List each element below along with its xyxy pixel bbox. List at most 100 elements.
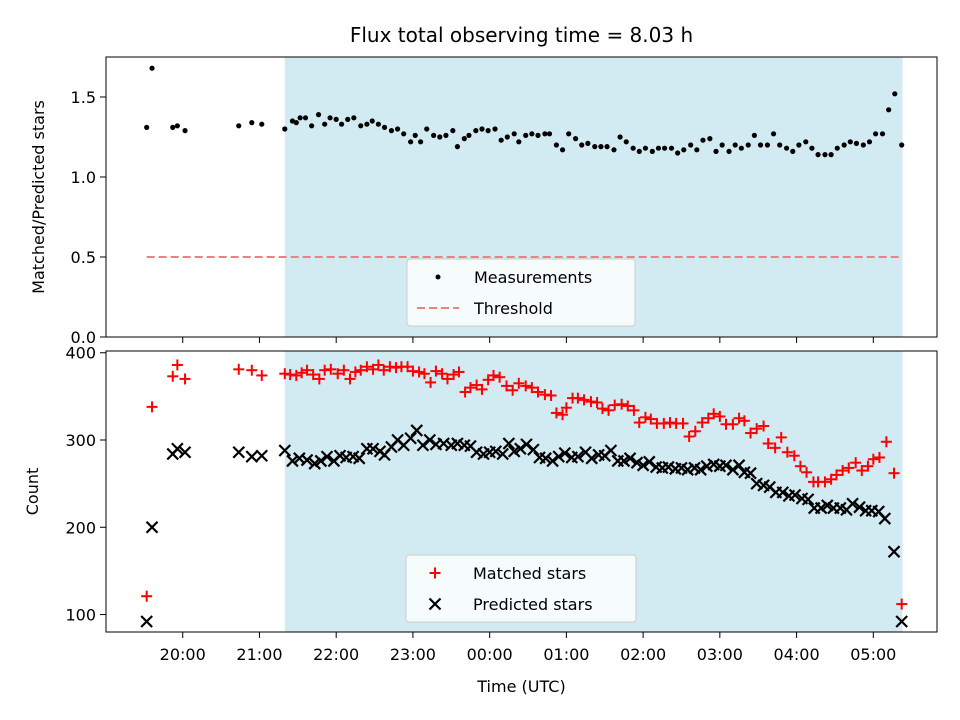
legend-measurements-label: Measurements	[474, 268, 592, 287]
measurement-point	[707, 136, 713, 142]
measurement-point	[351, 115, 357, 121]
measurement-point	[732, 142, 738, 148]
matched-star-point	[338, 364, 350, 376]
predicted-star-point	[895, 615, 908, 628]
legend-matched-marker	[429, 567, 441, 579]
measurement-point	[322, 121, 328, 127]
bottom-y-axis-label: Count	[23, 468, 42, 516]
matched-star-point	[867, 453, 879, 465]
bottom-legend: Matched stars Predicted stars	[405, 554, 637, 623]
measurement-point	[604, 144, 610, 150]
measurement-point	[149, 65, 155, 71]
measurement-point	[630, 145, 636, 151]
predicted-star-point	[539, 452, 552, 465]
matched-star-point	[591, 396, 603, 408]
matched-star-point	[856, 465, 868, 477]
predicted-star-point	[558, 446, 572, 460]
measurement-point	[751, 132, 757, 138]
matched-star-point	[801, 466, 813, 478]
measurement-point	[822, 152, 828, 158]
matched-star-point	[557, 409, 569, 421]
measurement-point	[559, 147, 566, 153]
measurement-point	[617, 134, 623, 140]
predicted-star-point	[520, 438, 533, 451]
measurement-point	[572, 136, 579, 142]
matched-star-point	[696, 417, 708, 429]
measurement-point	[662, 145, 668, 151]
predicted-star-point	[694, 463, 707, 476]
measurement-point	[369, 118, 375, 124]
matched-star-point	[880, 436, 892, 448]
matched-star-point	[501, 380, 513, 392]
matched-star-point	[762, 438, 774, 450]
measurement-point	[655, 145, 662, 151]
matched-star-point	[171, 359, 183, 371]
matched-star-point	[146, 401, 158, 413]
measurement-point	[585, 140, 591, 146]
legend-predicted-marker	[428, 597, 442, 611]
matched-star-point	[850, 457, 862, 469]
measurement-point	[611, 147, 617, 153]
measurement-point	[757, 142, 764, 148]
matched-star-point	[819, 476, 831, 488]
matched-star-point	[290, 369, 302, 381]
matched-star-point	[896, 598, 908, 610]
measurement-point	[450, 128, 456, 134]
measurement-point	[675, 150, 681, 156]
matched-star-point	[714, 410, 726, 422]
predicted-star-point	[178, 445, 192, 459]
measurement-point	[401, 131, 407, 137]
predicted-star-point	[726, 463, 740, 476]
legend-plus-glyph	[429, 567, 441, 579]
measurement-point	[719, 142, 725, 148]
chart-title: Flux total observing time = 8.03 h	[350, 23, 693, 47]
top-legend-box	[406, 258, 636, 327]
measurement-point	[764, 142, 771, 148]
matched-star-point	[560, 402, 572, 414]
predicted-star-point	[642, 455, 656, 469]
matched-star-point	[794, 460, 806, 472]
matched-star-point	[781, 446, 793, 458]
predicted-star-point	[300, 453, 314, 467]
matched-star-point	[325, 363, 337, 375]
matched-star-point	[677, 417, 689, 429]
matched-star-point	[520, 380, 532, 392]
measurement-point	[492, 126, 498, 132]
measurement-point	[479, 126, 485, 132]
legend-threshold-label: Threshold	[473, 299, 553, 318]
predicted-star-point	[623, 452, 637, 465]
predicted-star-point	[527, 443, 540, 456]
matched-star-point	[296, 367, 308, 379]
measurement-point	[598, 144, 604, 150]
matched-star-point	[372, 359, 384, 371]
measurement-point	[860, 142, 866, 148]
predicted-star-point	[732, 459, 746, 472]
matched-star-point	[179, 373, 191, 385]
matched-star-point	[578, 394, 590, 406]
bottom-x-tick-label: 23:00	[390, 645, 436, 664]
measurement-point	[636, 148, 642, 154]
bottom-x-ticks: 20:00 21:00 22:00 23:00 00:00 01:00 02:00 03:00…	[160, 632, 896, 664]
matched-star-point	[532, 386, 544, 398]
measurement-point	[809, 145, 815, 151]
measurement-point	[394, 126, 401, 132]
predicted-star-point	[423, 433, 437, 447]
bottom-x-tick-label: 22:00	[313, 645, 359, 664]
measurement-point	[431, 132, 437, 138]
matched-star-point	[349, 366, 361, 378]
predicted-star-point	[853, 500, 866, 514]
measurement-point	[174, 123, 180, 129]
measurement-point	[853, 140, 860, 146]
matched-star-point	[733, 412, 745, 424]
measurement-point	[866, 139, 873, 145]
measurement-point	[566, 131, 572, 137]
measurement-point	[417, 139, 424, 145]
matched-star-point	[738, 415, 750, 427]
legend-matched-label: Matched stars	[473, 564, 586, 583]
matched-star-point	[862, 460, 874, 472]
matched-star-point	[683, 431, 695, 443]
bottom-x-tick-label: 03:00	[697, 645, 743, 664]
measurement-point	[681, 147, 687, 153]
matched-star-point	[378, 364, 390, 376]
predicted-star-point	[320, 450, 334, 463]
